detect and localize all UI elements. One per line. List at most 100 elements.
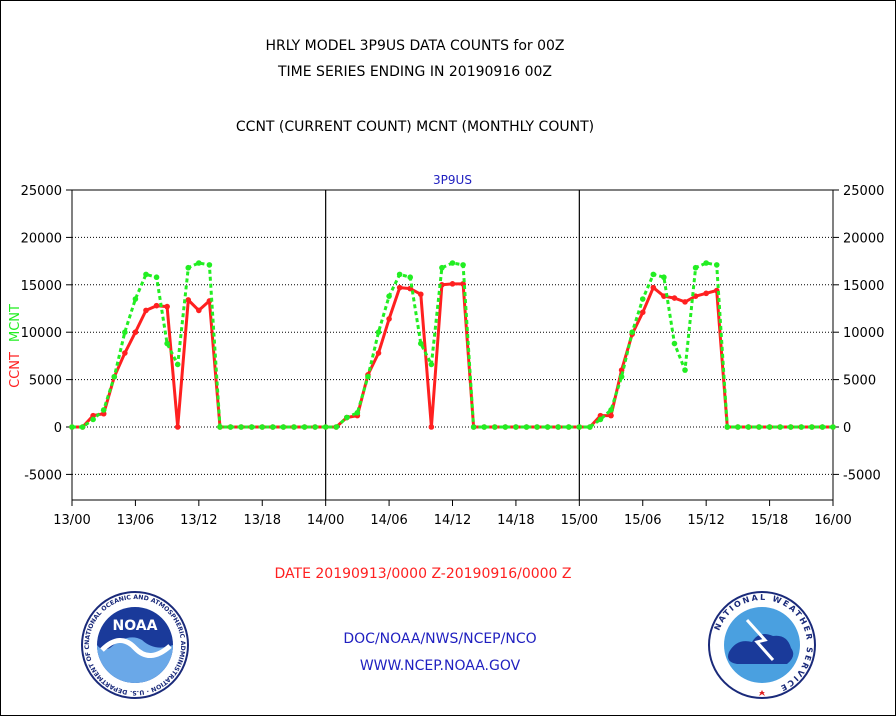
xtick-label: 15/00: [561, 513, 598, 528]
data-point-ccnt: [386, 316, 392, 322]
data-point-mcnt: [206, 262, 213, 268]
data-point-mcnt: [69, 424, 75, 430]
xtick-label: 14/00: [307, 513, 344, 528]
data-point-ccnt: [185, 297, 192, 303]
data-point-mcnt: [534, 424, 540, 430]
data-point-mcnt: [386, 293, 392, 299]
data-point-mcnt: [629, 329, 635, 336]
data-point-mcnt: [227, 424, 234, 430]
date-range-label: DATE 20190913/0000 Z-20190916/0000 Z: [274, 566, 572, 582]
data-point-mcnt: [238, 424, 244, 430]
data-point-mcnt: [301, 424, 308, 430]
data-point-mcnt: [724, 424, 731, 430]
data-point-ccnt: [650, 284, 657, 291]
data-point-mcnt: [344, 414, 350, 421]
footer-line-2: WWW.NCEP.NOAA.GOV: [359, 658, 521, 674]
data-point-ccnt: [375, 350, 382, 356]
data-point-ccnt: [132, 329, 139, 336]
ytick-label-left: -5000: [24, 468, 62, 483]
data-point-mcnt: [449, 260, 456, 266]
data-point-mcnt: [79, 424, 86, 430]
data-point-ccnt: [703, 290, 709, 297]
data-point-mcnt: [809, 424, 815, 430]
data-point-mcnt: [396, 271, 403, 278]
data-point-mcnt: [470, 424, 477, 430]
data-point-mcnt: [122, 329, 128, 336]
ytick-label-right: 15000: [843, 279, 884, 294]
data-point-ccnt: [417, 291, 424, 298]
title-line-1: HRLY MODEL 3P9US DATA COUNTS for 00Z: [265, 38, 565, 54]
ytick-label-left: 5000: [29, 374, 62, 389]
data-point-ccnt: [143, 307, 149, 314]
xtick-label: 13/18: [244, 513, 281, 528]
data-point-ccnt: [639, 309, 646, 316]
xtick-label: 15/18: [751, 513, 788, 528]
data-point-mcnt: [523, 424, 530, 430]
data-point-ccnt: [164, 303, 170, 310]
data-point-mcnt: [830, 424, 836, 430]
ylabel-ccnt: CCNT: [8, 352, 23, 388]
data-point-mcnt: [587, 424, 593, 430]
data-point-mcnt: [111, 373, 118, 380]
data-point-mcnt: [100, 407, 107, 413]
data-point-mcnt: [608, 407, 614, 413]
data-point-mcnt: [333, 424, 340, 430]
data-point-ccnt: [153, 302, 160, 309]
data-point-mcnt: [196, 260, 202, 266]
ytick-label-right: 20000: [843, 231, 884, 246]
data-point-mcnt: [248, 424, 255, 430]
xtick-label: 16/00: [814, 513, 851, 528]
ytick-label-left: 10000: [21, 326, 62, 341]
data-point-mcnt: [618, 373, 625, 380]
data-point-ccnt: [608, 412, 614, 419]
ytick-label-left: 0: [54, 421, 62, 436]
data-point-mcnt: [491, 424, 498, 430]
data-point-ccnt: [196, 307, 202, 314]
data-point-mcnt: [322, 424, 329, 430]
data-point-mcnt: [481, 424, 488, 430]
ytick-label-left: 20000: [21, 231, 62, 246]
data-point-mcnt: [745, 424, 752, 430]
data-point-mcnt: [153, 274, 160, 281]
data-point-mcnt: [185, 264, 192, 271]
plot-border: [71, 189, 834, 501]
data-point-mcnt: [555, 424, 561, 430]
xtick-label: 15/12: [687, 513, 724, 528]
data-point-mcnt: [291, 424, 297, 430]
ytick-label-right: 10000: [843, 326, 884, 341]
data-point-mcnt: [417, 340, 424, 347]
data-point-mcnt: [756, 424, 762, 430]
data-point-mcnt: [597, 416, 604, 423]
title-line-2: TIME SERIES ENDING IN 20190916 00Z: [278, 64, 552, 80]
data-point-mcnt: [703, 260, 709, 266]
xtick-label: 15/06: [624, 513, 661, 528]
data-point-mcnt: [217, 424, 223, 430]
data-point-mcnt: [787, 424, 794, 430]
noaa-logo: NOAA NATIONAL OCEANIC AND ATMOSPHERIC AD…: [80, 590, 189, 699]
data-point-mcnt: [692, 264, 699, 271]
data-point-mcnt: [513, 424, 519, 430]
data-point-mcnt: [565, 424, 572, 430]
data-point-mcnt: [682, 367, 688, 373]
data-point-mcnt: [819, 424, 826, 430]
data-point-mcnt: [713, 262, 720, 268]
data-point-mcnt: [576, 424, 583, 430]
data-point-mcnt: [766, 424, 773, 430]
data-point-ccnt: [396, 284, 403, 291]
data-point-ccnt: [174, 424, 181, 430]
data-point-mcnt: [407, 274, 414, 281]
xtick-label: 13/06: [117, 513, 154, 528]
footer-line-1: DOC/NOAA/NWS/NCEP/NCO: [343, 631, 537, 647]
data-point-mcnt: [439, 264, 445, 271]
data-point-mcnt: [365, 373, 371, 380]
noaa-logo-text: NOAA: [113, 618, 158, 634]
data-point-mcnt: [174, 361, 181, 368]
xtick-label: 14/06: [370, 513, 407, 528]
data-point-ccnt: [122, 350, 128, 356]
ytick-label-right: 5000: [843, 374, 876, 389]
title-line-3: CCNT (CURRENT COUNT) MCNT (MONTHLY COUNT…: [235, 119, 595, 135]
ylabel-mcnt: MCNT: [8, 304, 23, 342]
ytick-label-right: -5000: [843, 468, 881, 483]
data-point-mcnt: [798, 424, 805, 430]
